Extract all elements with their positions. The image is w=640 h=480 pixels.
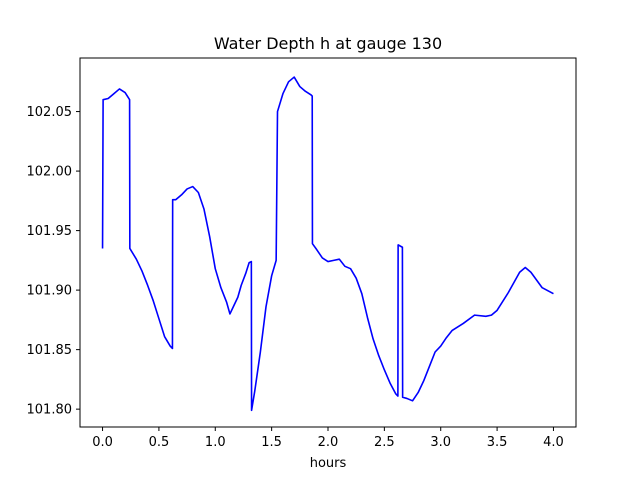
y-axis: 101.80 101.85 101.90 101.95 102.00 102.05 bbox=[27, 105, 80, 418]
x-tick-label: 2.0 bbox=[318, 435, 339, 450]
x-axis: 0.0 0.5 1.0 1.5 2.0 2.5 3.0 3.5 4.0 bbox=[92, 427, 564, 450]
x-tick-label: 3.5 bbox=[487, 435, 508, 450]
plot-frame bbox=[79, 57, 577, 428]
y-tick-label: 102.00 bbox=[27, 165, 73, 180]
x-tick-label: 0.5 bbox=[149, 435, 170, 450]
x-tick-label: 4.0 bbox=[543, 435, 564, 450]
y-tick-label: 101.85 bbox=[27, 343, 73, 358]
y-tick-label: 101.95 bbox=[27, 224, 73, 239]
chart-title: Water Depth h at gauge 130 bbox=[214, 34, 442, 53]
y-tick-label: 102.05 bbox=[27, 105, 73, 120]
series-line bbox=[101, 76, 554, 412]
x-axis-label: hours bbox=[310, 456, 347, 471]
x-tick-label: 1.0 bbox=[205, 435, 226, 450]
x-tick-label: 2.5 bbox=[374, 435, 395, 450]
y-tick-label: 101.80 bbox=[27, 403, 73, 418]
y-tick-label: 101.90 bbox=[27, 284, 73, 299]
x-tick-label: 3.0 bbox=[430, 435, 451, 450]
x-tick-label: 1.5 bbox=[261, 435, 282, 450]
x-tick-label: 0.0 bbox=[92, 435, 113, 450]
plot-area bbox=[79, 57, 577, 428]
